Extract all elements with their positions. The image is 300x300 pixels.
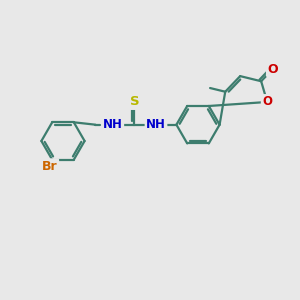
Text: NH: NH — [103, 118, 123, 131]
Text: S: S — [130, 95, 139, 108]
Text: Br: Br — [42, 160, 58, 173]
Text: O: O — [268, 63, 278, 76]
Text: O: O — [262, 95, 272, 109]
Text: NH: NH — [146, 118, 166, 131]
